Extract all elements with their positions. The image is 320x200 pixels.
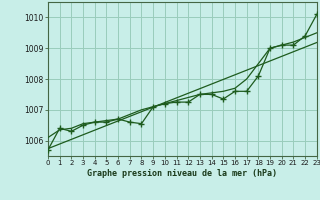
X-axis label: Graphe pression niveau de la mer (hPa): Graphe pression niveau de la mer (hPa) <box>87 169 277 178</box>
